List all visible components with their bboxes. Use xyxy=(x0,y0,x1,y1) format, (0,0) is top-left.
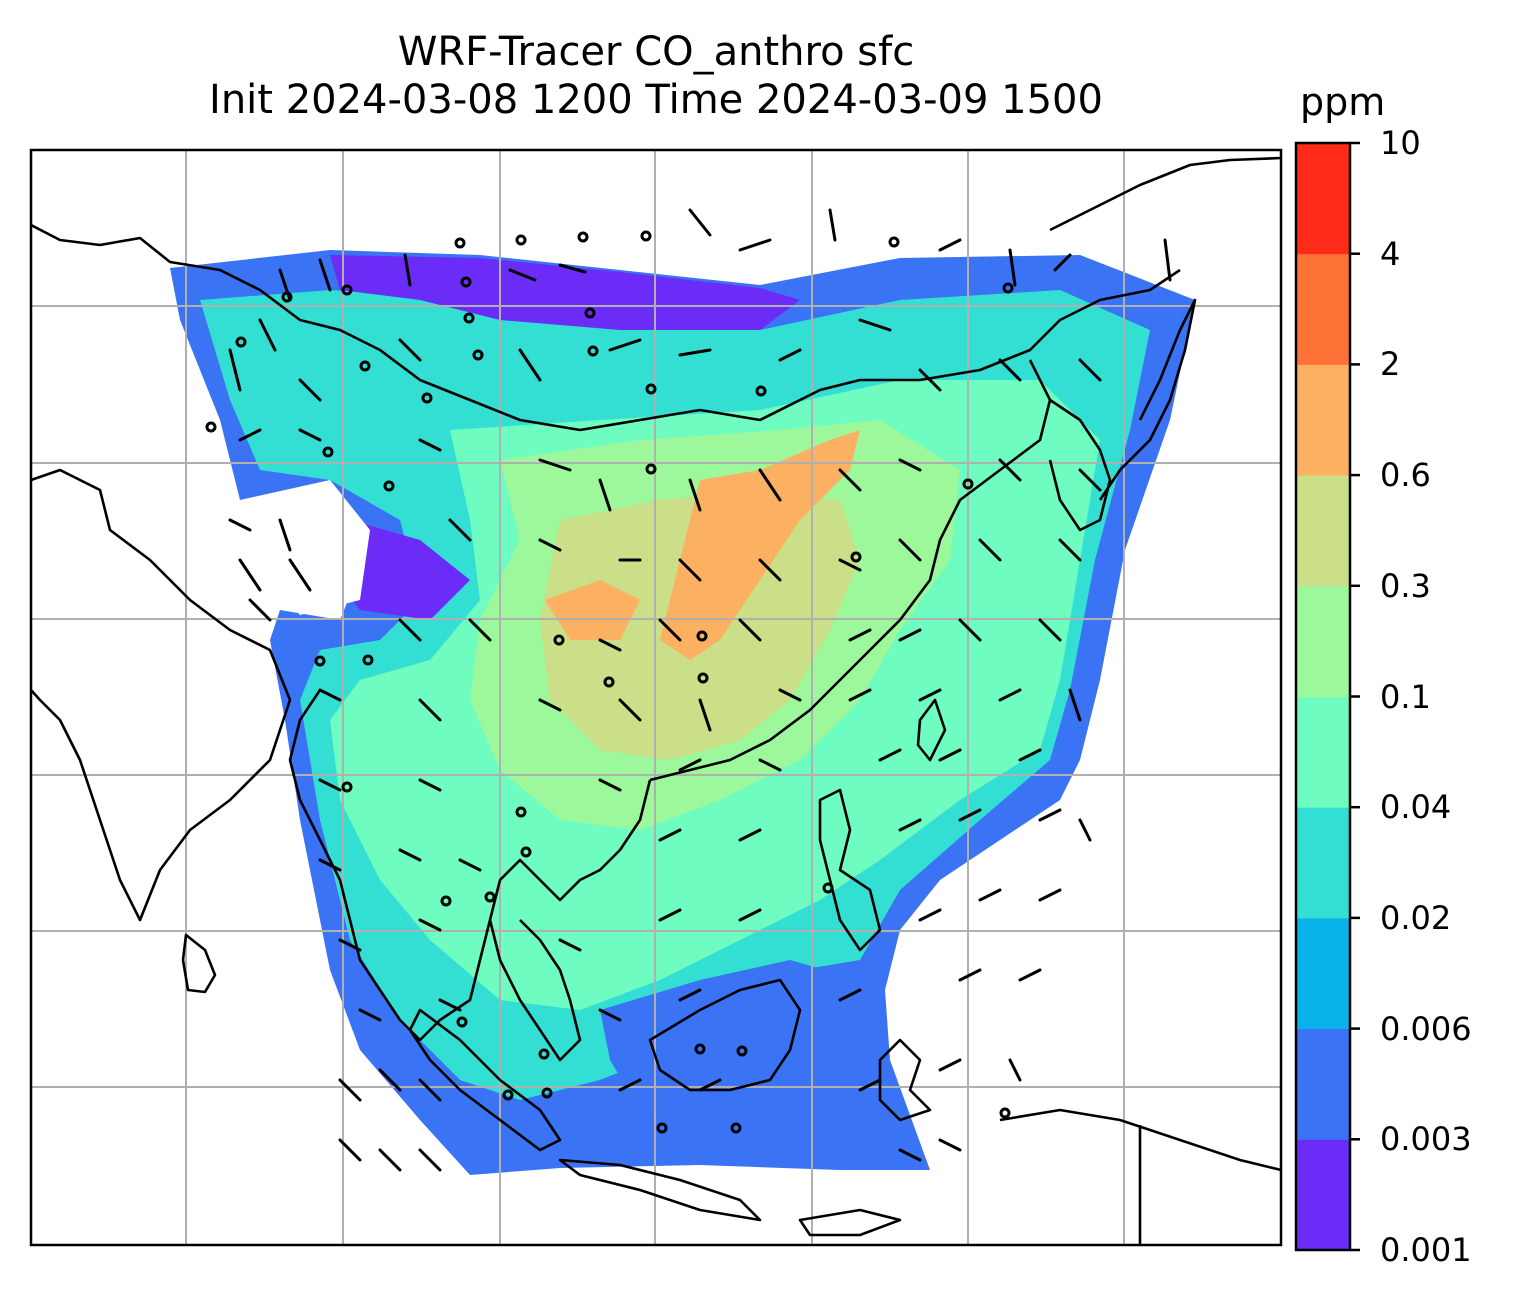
field-gap-west xyxy=(240,480,370,615)
colorbar-tick-label: 0.006 xyxy=(1380,1009,1472,1048)
map-title: WRF-Tracer CO_anthro sfc Init 2024-03-08… xyxy=(30,28,1282,124)
coastline-korea xyxy=(1048,398,1112,532)
field-band-orange xyxy=(660,430,860,660)
title-line-1: WRF-Tracer CO_anthro sfc xyxy=(397,29,915,75)
colorbar-tick-label: 0.04 xyxy=(1380,788,1452,827)
map-gridlines xyxy=(31,150,1281,1245)
field-band-orange-west xyxy=(545,580,640,640)
field-band-purple-north xyxy=(330,255,800,330)
colorbar-tick-label: 0.3 xyxy=(1380,566,1431,605)
colorbar-tick-label: 4 xyxy=(1380,234,1401,273)
colorbar-segment xyxy=(1296,253,1350,365)
colorbar-tick-label: 10 xyxy=(1380,124,1421,162)
coastline-indochina xyxy=(288,689,652,1042)
coastline-sri-lanka xyxy=(181,933,217,994)
coastline-java xyxy=(558,1158,762,1222)
coastline-china-east xyxy=(649,359,1052,782)
colorbar-tick-label: 2 xyxy=(1380,345,1401,384)
coastline-india xyxy=(31,468,292,922)
colorbar-segment xyxy=(1296,917,1350,1030)
colorbar-segment xyxy=(1296,1028,1350,1140)
co-concentration-field xyxy=(170,250,1195,1175)
map-frame xyxy=(29,148,1283,1247)
colorbar-segment xyxy=(1296,696,1350,808)
coastline-japan xyxy=(1098,298,1197,501)
coastline-malay xyxy=(488,919,582,1062)
colorbar-segment xyxy=(1296,807,1350,919)
coastline-central-asia xyxy=(31,223,1181,432)
colorbar-unit-label: ppm xyxy=(1300,80,1386,124)
colorbar-tick-label: 0.6 xyxy=(1380,456,1431,495)
colorbar-segment xyxy=(1296,475,1350,587)
colorbar-segment xyxy=(1296,143,1350,255)
coastline-philippines xyxy=(818,788,882,952)
coastline-sulawesi xyxy=(878,1038,932,1122)
title-line-2: Init 2024-03-08 1200 Time 2024-03-09 150… xyxy=(209,77,1103,123)
coastline-taiwan xyxy=(916,698,947,762)
coastline-borneo xyxy=(648,978,802,1092)
colorbar xyxy=(1294,141,1360,1252)
colorbar-tick-label: 0.003 xyxy=(1380,1120,1472,1159)
colorbar-segment xyxy=(1296,585,1350,697)
colorbar-segment xyxy=(1296,364,1350,476)
colorbar-tick-label: 0.001 xyxy=(1380,1231,1472,1269)
coastline-timor xyxy=(798,1208,902,1237)
colorbar-segment xyxy=(1296,1139,1350,1251)
colorbar-tick-label: 0.02 xyxy=(1380,898,1452,937)
coastline-sumatra xyxy=(408,1008,562,1152)
map-plot-area xyxy=(31,150,1281,1245)
coastlines xyxy=(31,156,1281,1245)
calm-wind-circles xyxy=(205,230,1014,1134)
wind-barbs xyxy=(228,208,1172,1172)
coastline-russia-east xyxy=(1049,156,1281,232)
colorbar-tick-label: 0.1 xyxy=(1380,677,1431,716)
coastline-new-guinea xyxy=(999,1108,1281,1172)
